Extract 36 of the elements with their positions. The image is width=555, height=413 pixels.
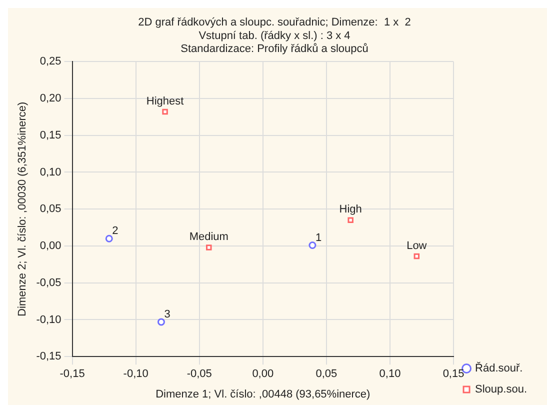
annotation: Low [406, 240, 427, 252]
y-tick-label: 0,25 [40, 56, 62, 68]
x-tick-label: -0,05 [186, 368, 212, 380]
annotation: 3 [164, 308, 170, 320]
x-tick-label: 0,10 [379, 368, 401, 380]
y-tick-label: -0,05 [36, 276, 62, 289]
x-tick-label: -0,15 [60, 368, 85, 380]
y-tick-label: 0,10 [40, 166, 62, 178]
point [105, 234, 113, 242]
y-tick-label: -0,10 [36, 314, 62, 326]
x-tick-label: 0,00 [252, 368, 274, 380]
annotation: 2 [112, 225, 118, 238]
y-tick-label: 0,05 [40, 203, 62, 216]
annotation: High [339, 204, 362, 216]
chart-subtitle: Vstupní tab. (řádky x sl.) : 3 x 4 Standardizace: Profily řádků a sloupců [180, 30, 368, 56]
x-tick-label: 0,15 [442, 368, 464, 380]
point [157, 318, 165, 326]
legend-label: Řád.souř. [475, 362, 523, 375]
point [308, 241, 316, 249]
annotation: Highest [146, 95, 184, 108]
y-tick-label: -0,15 [36, 350, 62, 363]
y-tick-label: 0,00 [40, 240, 62, 252]
y-axis-title: Dimenze 2; Vl. číslo: ,00030 (6,351%inerce) [16, 102, 29, 316]
annotation: 1 [315, 232, 322, 244]
legend-label: Sloup.sou. [475, 384, 528, 396]
x-tick-label: 0,05 [316, 368, 338, 380]
annotation: Medium [189, 230, 228, 243]
chart-title: 2D graf řádkových a sloupc. souřadnic; Dimenze: 1 x 2 [138, 16, 411, 29]
point [414, 253, 420, 260]
x-axis-title: Dimenze 1; Vl. číslo: ,00448 (93,65%inerce) [156, 388, 370, 400]
point [348, 217, 354, 224]
y-tick-label: 0,15 [40, 129, 62, 142]
y-tick-label: 0,20 [40, 92, 62, 105]
x-tick-label: -0,10 [123, 368, 148, 380]
point [162, 108, 168, 115]
point [206, 244, 212, 250]
